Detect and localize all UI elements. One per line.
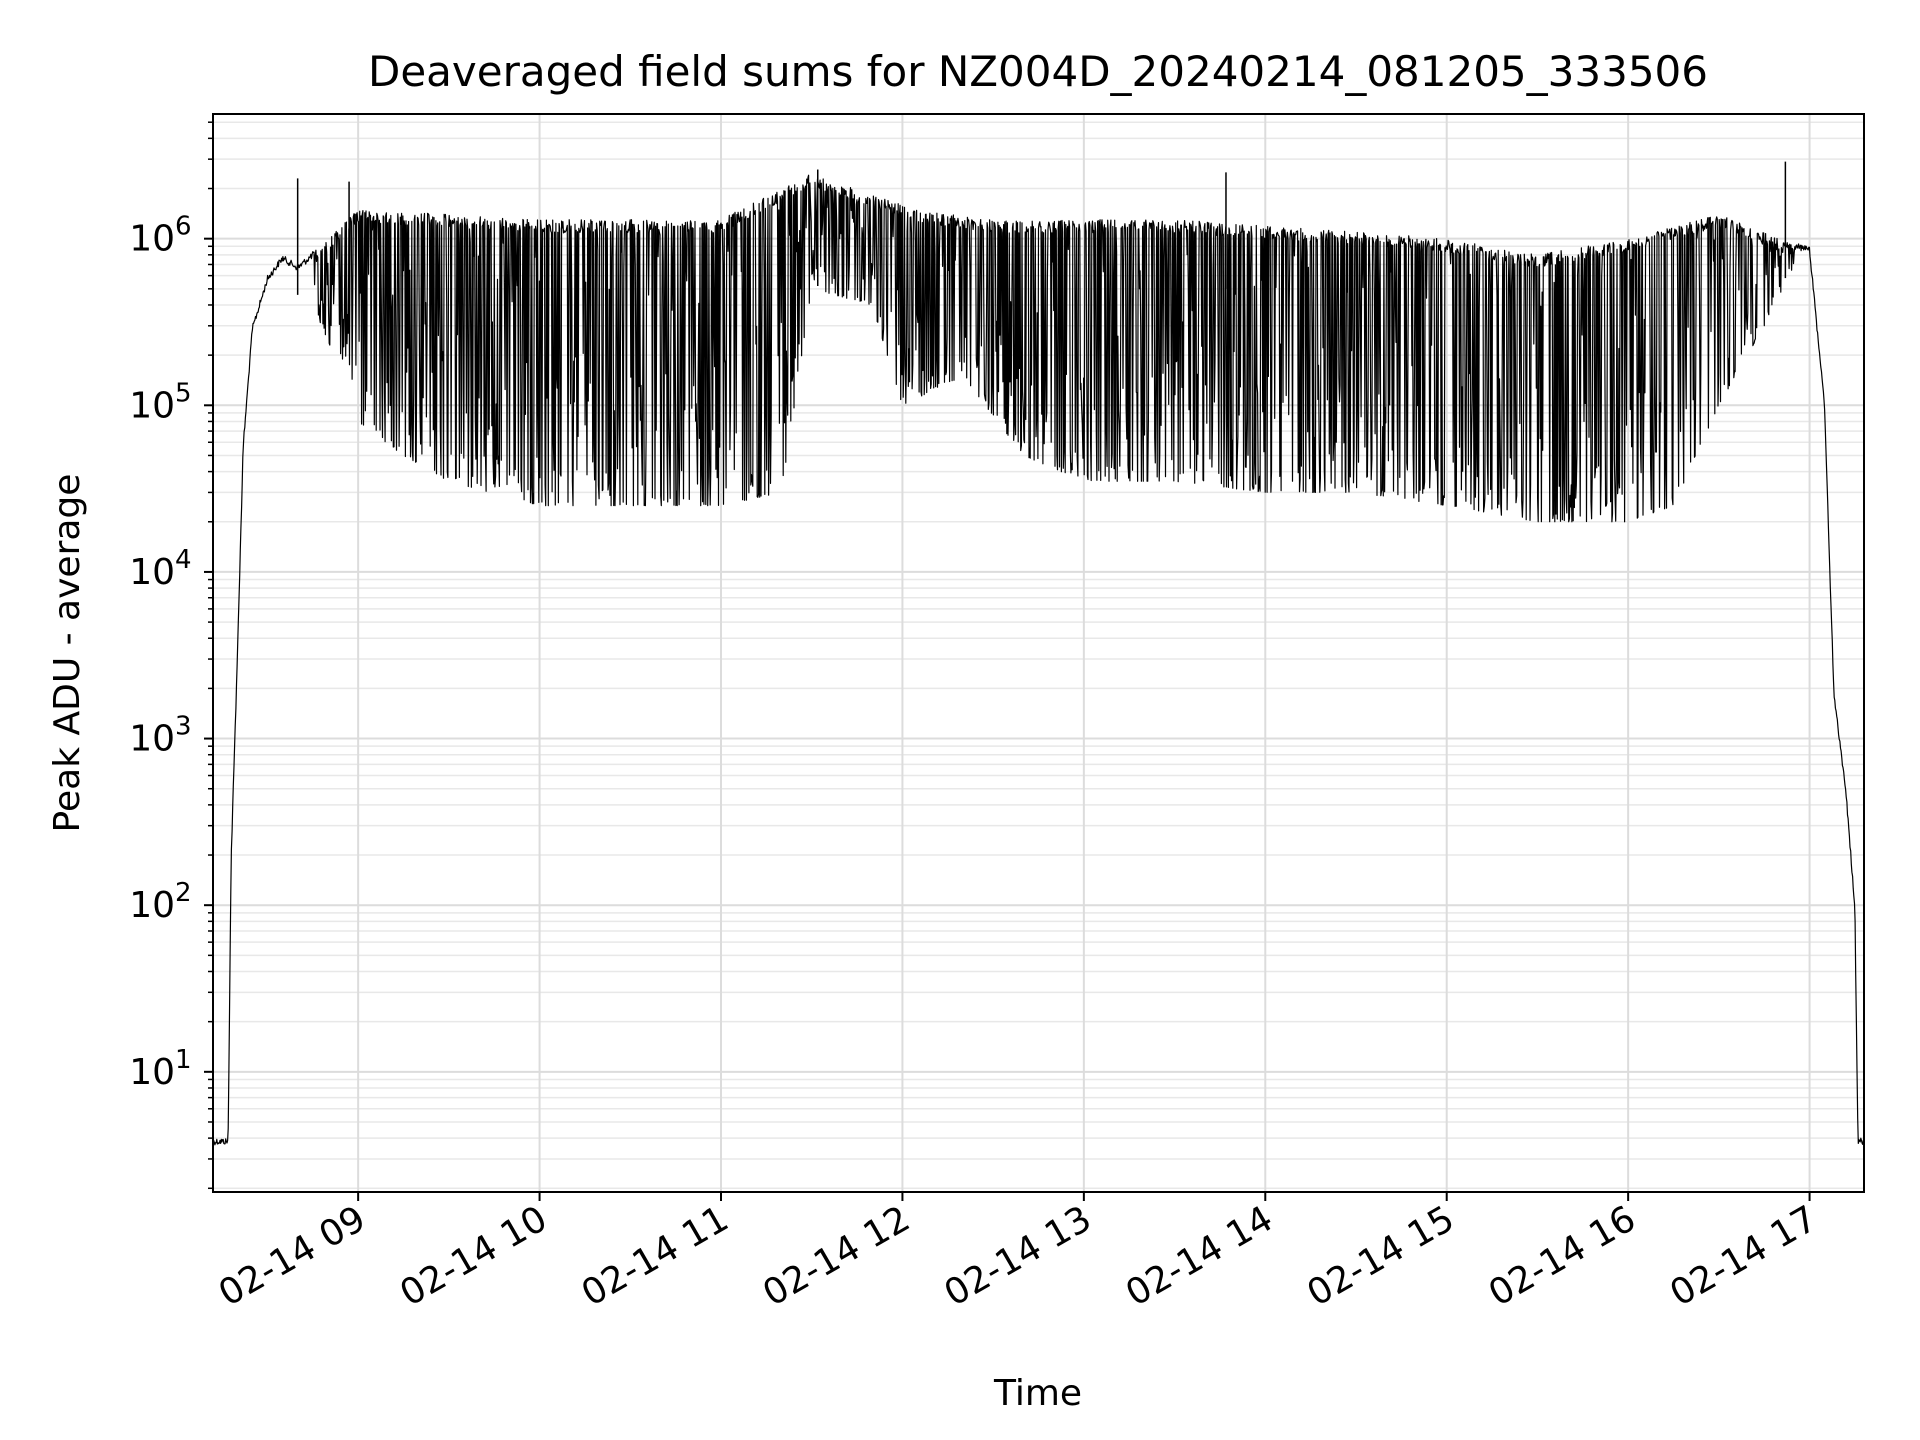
- y-tick-label: 10: [129, 719, 175, 760]
- y-tick-label-exponent: 3: [175, 712, 192, 742]
- y-tick-label: 10: [129, 552, 175, 593]
- y-tick-label-base: 10: [129, 1052, 175, 1093]
- y-tick-label: 10: [129, 219, 175, 260]
- y-tick-label-base: 10: [129, 552, 175, 593]
- y-tick-label-base: 10: [129, 219, 175, 260]
- x-axis-label: Time: [993, 1373, 1082, 1414]
- y-tick-label-exponent: 2: [175, 878, 192, 908]
- y-tick-label: 10: [129, 385, 175, 426]
- series-line: [212, 174, 1865, 1146]
- y-tick-label: 10: [129, 885, 175, 926]
- y-tick-label-exponent: 5: [175, 378, 192, 408]
- series-layer: [212, 161, 1865, 1146]
- y-tick-label-base: 10: [129, 885, 175, 926]
- y-tick-label-exponent: 6: [175, 212, 192, 242]
- y-tick-label-exponent: 4: [175, 545, 192, 575]
- chart-title: Deaveraged field sums for NZ004D_2024021…: [368, 47, 1708, 96]
- plot-frame: [212, 113, 1865, 1193]
- y-tick-label: 10: [129, 1052, 175, 1093]
- y-tick-label-exponent: 1: [175, 1045, 192, 1075]
- y-tick-label-base: 10: [129, 385, 175, 426]
- y-tick-label-base: 10: [129, 719, 175, 760]
- y-axis-label: Peak ADU - average: [47, 474, 88, 833]
